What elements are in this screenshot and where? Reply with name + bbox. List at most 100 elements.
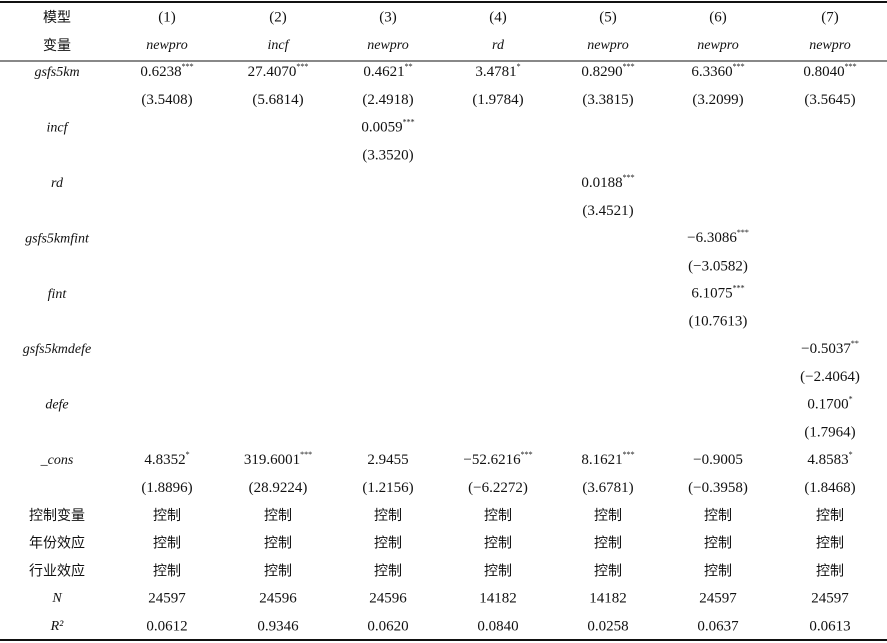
t-statistic: (2.4918) — [362, 92, 413, 108]
variable-label: 变量 — [43, 38, 71, 54]
control-value: 控制 — [594, 563, 622, 579]
t-statistic: (3.5408) — [141, 92, 192, 108]
r2-value: 0.9346 — [257, 618, 299, 634]
n-value: 14182 — [589, 590, 627, 606]
t-statistic: (1.8896) — [141, 480, 192, 496]
coefficient-value: −0.9005 — [693, 452, 743, 468]
n-value: 24596 — [369, 590, 407, 606]
significance-stars: * — [849, 450, 853, 459]
control-label: 控制变量 — [29, 508, 85, 524]
variable-name: _cons — [40, 453, 74, 468]
significance-stars: *** — [623, 173, 635, 182]
n-value: 14182 — [479, 590, 517, 606]
significance-stars: *** — [300, 450, 312, 459]
t-statistic: (5.6814) — [252, 92, 303, 108]
r2-value: 0.0258 — [587, 618, 628, 634]
control-value: 控制 — [264, 536, 292, 552]
r2-value: 0.0612 — [146, 618, 187, 634]
t-statistic: (−0.3958) — [688, 480, 748, 496]
coefficient-value: 0.4621 — [363, 64, 404, 80]
coefficient-value: −52.6216 — [463, 452, 521, 468]
coefficient-value: 4.8352 — [144, 452, 185, 468]
t-statistic: (3.3520) — [362, 148, 413, 164]
control-value: 控制 — [374, 563, 402, 579]
t-statistic: (1.2156) — [362, 480, 413, 496]
coefficient-value: 0.8040 — [803, 64, 844, 80]
significance-stars: *** — [296, 62, 308, 71]
t-statistic: (3.4521) — [582, 203, 633, 219]
column-number: (1) — [158, 9, 176, 25]
dependent-variable: newpro — [697, 38, 738, 53]
dependent-variable: newpro — [367, 38, 408, 53]
dependent-variable: incf — [268, 38, 291, 53]
coefficient-value: 6.3360 — [691, 64, 732, 80]
control-value: 控制 — [816, 508, 844, 524]
column-number: (3) — [379, 9, 397, 25]
control-value: 控制 — [484, 563, 512, 579]
control-value: 控制 — [153, 508, 181, 524]
coefficient: 6.3360*** — [691, 62, 744, 81]
coefficient: 27.4070*** — [248, 62, 309, 81]
coefficient: 6.1075*** — [691, 283, 744, 302]
dependent-variable: newpro — [146, 38, 187, 53]
n-value: 24596 — [259, 590, 297, 606]
t-statistic: (1.7964) — [804, 425, 855, 441]
significance-stars: ** — [405, 62, 413, 71]
coefficient-value: 0.0188 — [581, 175, 622, 191]
t-statistic: (3.6781) — [582, 480, 633, 496]
t-statistic: (3.3815) — [582, 92, 633, 108]
variable-name: fint — [48, 287, 68, 302]
coefficient: −6.3086*** — [687, 228, 749, 247]
significance-stars: *** — [623, 62, 635, 71]
column-number: (4) — [489, 9, 507, 25]
control-value: 控制 — [594, 536, 622, 552]
n-value: 24597 — [148, 590, 186, 606]
coefficient-value: 27.4070 — [248, 64, 297, 80]
coefficient: −0.5037** — [801, 339, 859, 358]
dependent-variable: newpro — [587, 38, 628, 53]
variable-name: rd — [51, 176, 64, 191]
control-value: 控制 — [153, 563, 181, 579]
coefficient-value: 6.1075 — [691, 286, 732, 302]
column-number: (2) — [269, 9, 287, 25]
variable-name: incf — [47, 121, 70, 136]
r2-label: R² — [50, 619, 65, 634]
significance-stars: *** — [845, 62, 857, 71]
coefficient-value: 2.9455 — [367, 452, 408, 468]
coefficient: 8.1621*** — [581, 450, 634, 469]
coefficient: 0.0059*** — [361, 117, 414, 136]
t-statistic: (3.5645) — [804, 92, 855, 108]
significance-stars: * — [517, 62, 521, 71]
significance-stars: *** — [733, 62, 745, 71]
control-value: 控制 — [594, 508, 622, 524]
control-value: 控制 — [374, 536, 402, 552]
coefficient-value: 8.1621 — [581, 452, 622, 468]
coefficient: 3.4781* — [475, 62, 520, 81]
significance-stars: *** — [403, 117, 415, 126]
coefficient: 0.4621** — [363, 62, 412, 81]
t-statistic: (1.9784) — [472, 92, 523, 108]
t-statistic: (−3.0582) — [688, 258, 748, 274]
significance-stars: * — [849, 394, 853, 403]
t-statistic: (−2.4064) — [800, 369, 860, 385]
coefficient-value: 0.8290 — [581, 64, 622, 80]
coefficient: 0.0188*** — [581, 173, 634, 192]
significance-stars: *** — [623, 450, 635, 459]
control-label: 行业效应 — [29, 562, 85, 579]
control-value: 控制 — [374, 508, 402, 524]
coefficient: 4.8352* — [144, 450, 189, 469]
column-number: (5) — [599, 9, 617, 25]
coefficient: 0.8040*** — [803, 62, 856, 81]
n-value: 24597 — [699, 590, 737, 606]
significance-stars: *** — [521, 450, 533, 459]
dependent-variable: rd — [492, 38, 505, 53]
t-statistic: (−6.2272) — [468, 480, 528, 496]
r2-value: 0.0620 — [367, 618, 408, 634]
coefficient: 0.6238*** — [140, 62, 193, 81]
coefficient-value: 0.1700 — [807, 397, 848, 413]
coefficient-value: 3.4781 — [475, 64, 516, 80]
coefficient: 0.8290*** — [581, 62, 634, 81]
coefficient: 0.1700* — [807, 394, 852, 413]
significance-stars: ** — [851, 339, 859, 348]
